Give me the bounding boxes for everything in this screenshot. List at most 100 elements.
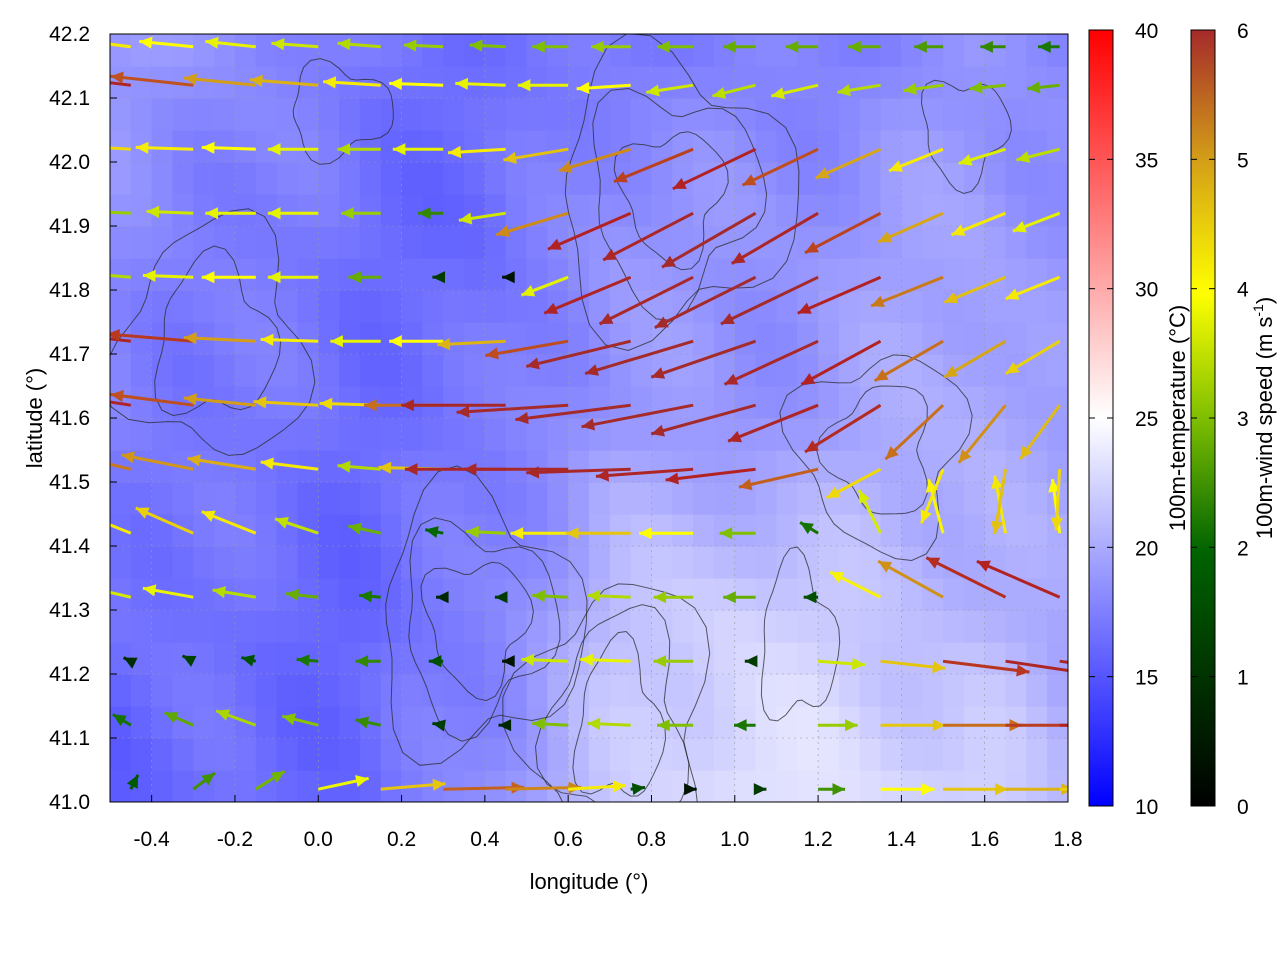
heatmap-cell — [484, 578, 507, 611]
wind-arrow — [135, 141, 194, 154]
wind-arrow-shaft — [720, 275, 819, 326]
heatmap-cell — [984, 290, 1007, 323]
heatmap-cell — [589, 258, 611, 291]
wind-arrow-head — [1016, 664, 1030, 677]
heatmap-cell — [443, 642, 465, 675]
heatmap-cell — [276, 610, 299, 643]
heatmap-cell — [422, 162, 444, 195]
wind-arrow — [630, 782, 646, 795]
heatmap-cell — [630, 418, 653, 451]
heatmap-cell — [464, 98, 486, 131]
heatmap-cell — [630, 226, 653, 259]
heatmap-cell — [110, 130, 132, 163]
heatmap-cell — [922, 578, 944, 611]
heatmap-cell — [1026, 482, 1048, 515]
heatmap-cell — [693, 610, 715, 643]
heatmap-cell — [672, 578, 694, 611]
heatmap-cell — [693, 34, 715, 67]
heatmap-cell — [526, 546, 548, 579]
heatmap-cell — [922, 770, 944, 802]
wind-arrow-shaft — [581, 403, 694, 429]
heatmap-cell — [234, 322, 257, 355]
heatmap-cell — [547, 482, 569, 515]
wind-arrow — [323, 76, 381, 89]
heatmap-cell — [901, 194, 923, 227]
heatmap-cell — [110, 226, 132, 259]
heatmap-cell — [318, 514, 340, 547]
heatmap-cell — [526, 514, 548, 547]
heatmap-cell — [505, 450, 528, 483]
heatmap-cell — [464, 770, 486, 802]
temperature-colorbar-tick-label: 20 — [1135, 537, 1158, 560]
heatmap-cell — [713, 482, 736, 515]
heatmap-cell — [943, 546, 965, 579]
heatmap-cell — [234, 418, 257, 451]
heatmap-cell — [963, 66, 986, 99]
wind-arrow — [274, 517, 319, 535]
heatmap-cell — [318, 194, 340, 227]
heatmap-cell — [922, 354, 944, 387]
wind-arrow — [723, 339, 819, 386]
heatmap-cell — [318, 578, 340, 611]
heatmap-cell — [401, 642, 423, 675]
heatmap-cell — [1047, 34, 1068, 67]
heatmap-cell — [526, 674, 548, 707]
heatmap-cell — [568, 738, 590, 771]
heatmap-cell — [984, 418, 1007, 451]
wind-arrow — [201, 141, 256, 154]
wind-arrow-head — [510, 527, 524, 540]
heatmap-cell — [818, 418, 840, 451]
heatmap-cell — [1047, 642, 1068, 675]
wind-arrow-shaft — [741, 147, 819, 187]
heatmap-cell — [838, 322, 861, 355]
wind-arrow-head — [330, 335, 343, 348]
heatmap-cell — [464, 354, 486, 387]
heatmap-cell — [589, 290, 611, 323]
heatmap-cell — [963, 290, 986, 323]
heatmap-cell — [609, 290, 632, 323]
wind-arrow-shaft — [727, 403, 819, 443]
heatmap-cell — [422, 674, 444, 707]
wind-arrow-head — [498, 719, 512, 732]
wind-arrow-head — [646, 84, 660, 97]
heatmap-cell — [214, 738, 236, 771]
heatmap-cell — [672, 258, 694, 291]
heatmap-cell — [526, 98, 548, 131]
heatmap-cell — [693, 642, 715, 675]
wind-arrow-head — [436, 591, 449, 604]
heatmap-cell — [339, 258, 361, 291]
heatmap-cell — [713, 162, 736, 195]
heatmap-cell — [818, 738, 840, 771]
heatmap-cell — [651, 770, 673, 802]
wind-arrow — [727, 403, 819, 443]
wind-arrow-head — [201, 141, 215, 154]
heatmap-cell — [713, 770, 736, 802]
heatmap-cell — [651, 706, 673, 739]
heatmap-cell — [339, 290, 361, 323]
heatmap-cell — [110, 162, 132, 195]
heatmap-cell — [984, 578, 1007, 611]
heatmap-cell — [526, 322, 548, 355]
heatmap-cell — [359, 738, 382, 771]
heatmap-cell — [193, 450, 215, 483]
heatmap-cell — [110, 642, 132, 675]
heatmap-cell — [359, 450, 382, 483]
wind-arrow — [532, 589, 569, 603]
wind-arrow-head — [995, 783, 1008, 796]
wind-arrow-shaft — [110, 81, 131, 87]
heatmap-cell — [672, 514, 694, 547]
temperature-colorbar-tick-label: 15 — [1135, 667, 1158, 690]
heatmap-cell — [713, 34, 736, 67]
heatmap-cell — [734, 578, 757, 611]
wind-arrow — [253, 396, 319, 409]
heatmap-cell — [214, 482, 236, 515]
heatmap-cell — [255, 578, 278, 611]
y-tick-label: 41.7 — [49, 343, 90, 366]
heatmap-cell — [505, 738, 528, 771]
heatmap-cell — [526, 738, 548, 771]
heatmap-cell — [922, 450, 944, 483]
wind-arrow — [403, 39, 444, 52]
y-tick-label: 41.6 — [49, 407, 90, 430]
heatmap-cell — [359, 546, 382, 579]
heatmap-cell — [318, 322, 340, 355]
